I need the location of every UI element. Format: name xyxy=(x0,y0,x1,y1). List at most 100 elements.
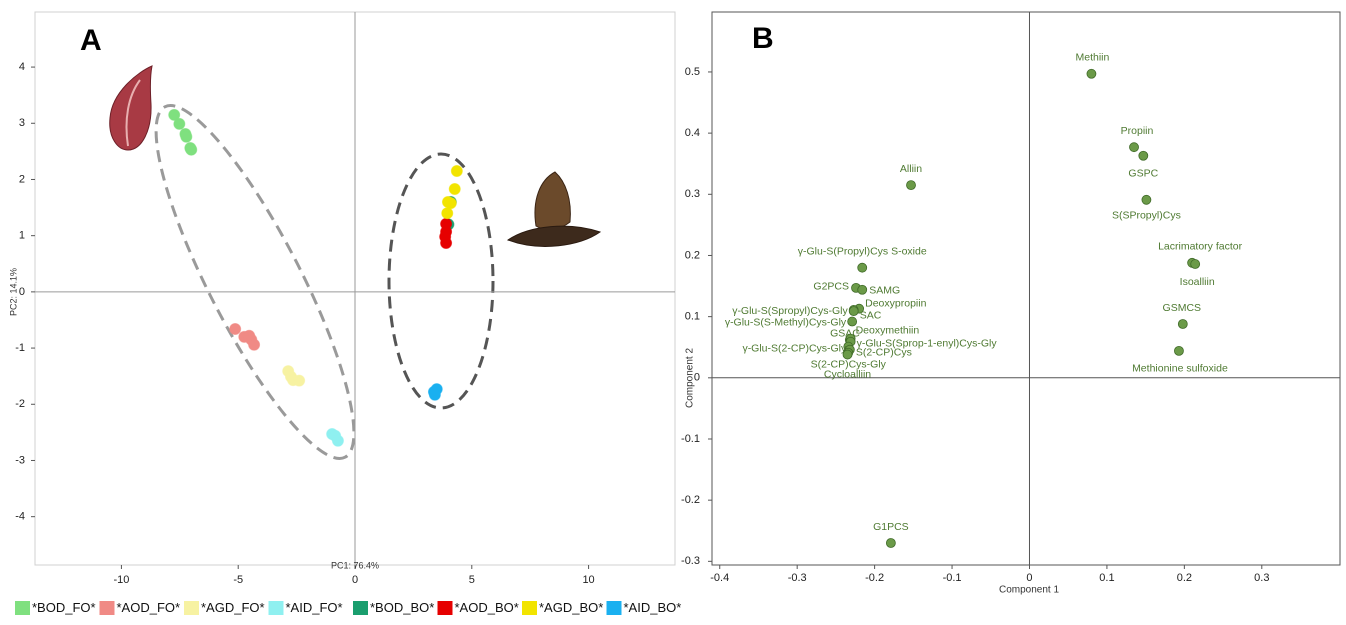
point xyxy=(1190,259,1201,269)
legend-swatch xyxy=(99,601,115,615)
y-tick-label: 0.5 xyxy=(685,66,700,78)
point xyxy=(450,165,463,178)
shallot-picture xyxy=(506,171,602,247)
y-tick-label: 4 xyxy=(19,61,25,73)
legend-swatch xyxy=(15,601,30,615)
x-tick-label: 10 xyxy=(582,574,594,586)
y-tick-label: -3 xyxy=(15,454,25,466)
x-axis-label: Component 1 xyxy=(999,585,1059,596)
point-label: γ-Glu-S(Sprop-1-enyl)Cys-Gly xyxy=(857,338,998,350)
point-label: SAC xyxy=(860,310,882,322)
legend-label: *AID_FO* xyxy=(286,600,343,615)
bulb xyxy=(534,171,571,230)
point-label: γ-Glu-S(Spropyl)Cys-Gly xyxy=(732,305,848,317)
legend-label: *BOD_BO* xyxy=(370,600,434,615)
point-label: γ-Glu-S(Propyl)Cys S-oxide xyxy=(798,245,927,257)
legend-swatch xyxy=(353,601,368,615)
y-tick-label: 2 xyxy=(19,173,25,185)
legend-label: *AID_BO* xyxy=(624,600,682,615)
point-label: γ-Glu-S(S-Methyl)Cys-Gly xyxy=(725,316,847,328)
legend-swatch xyxy=(522,601,537,615)
point-label: Cycloalliin xyxy=(824,368,871,380)
bulb xyxy=(109,65,153,151)
point-label: Alliin xyxy=(900,163,922,175)
point xyxy=(428,388,441,401)
panel-label: B xyxy=(752,22,774,55)
point xyxy=(857,262,868,273)
x-axis-label: PC1: 76.4% xyxy=(331,560,379,570)
y-axis-label: PC2: 14.1% xyxy=(8,268,18,316)
point-label: S(SPropyl)Cys xyxy=(1112,210,1181,222)
legend-label: *AOD_FO* xyxy=(117,600,181,615)
point xyxy=(293,374,306,387)
point xyxy=(441,195,454,208)
point xyxy=(1138,150,1149,161)
point-label: Methionine sulfoxide xyxy=(1132,363,1228,375)
legend-label: *AGD_BO* xyxy=(539,600,603,615)
bulb-highlight xyxy=(125,79,141,147)
point xyxy=(1177,319,1188,329)
group-ellipse xyxy=(154,104,356,460)
peel xyxy=(506,225,602,247)
x-tick-label: 0 xyxy=(1026,572,1032,584)
onion-picture xyxy=(109,65,153,151)
point xyxy=(842,349,853,360)
point xyxy=(1141,194,1152,205)
legend-label: *BOD_FO* xyxy=(32,600,96,615)
y-tick-label: 0.1 xyxy=(685,311,700,323)
point-label: Deoxypropiin xyxy=(865,297,926,309)
x-tick-label: 5 xyxy=(469,574,475,586)
point xyxy=(331,434,344,447)
y-tick-label: 0.3 xyxy=(685,188,700,200)
x-tick-label: 0.2 xyxy=(1177,572,1192,584)
point-label: S(2-CP)Cys-Gly xyxy=(811,359,887,371)
y-tick-label: -1 xyxy=(15,342,25,354)
legend-swatch xyxy=(606,601,622,615)
point-label: γ-Glu-S(2-CP)Cys-Gly xyxy=(742,342,847,354)
point xyxy=(440,236,453,249)
legend-swatch xyxy=(437,601,453,615)
point xyxy=(885,538,896,548)
x-tick-label: -0.1 xyxy=(943,572,962,584)
point xyxy=(1086,68,1097,79)
x-tick-label: 0.1 xyxy=(1099,572,1114,584)
x-tick-label: -0.2 xyxy=(865,572,884,584)
point xyxy=(1174,345,1184,356)
point xyxy=(185,143,198,156)
panel-label: A xyxy=(80,24,102,57)
y-tick-label: 0 xyxy=(694,372,700,384)
x-tick-label: -0.4 xyxy=(710,572,729,584)
point-label: SAMG xyxy=(869,285,900,297)
point-label: Deoxymethiin xyxy=(856,324,920,336)
x-tick-label: 0.3 xyxy=(1254,572,1269,584)
point xyxy=(168,108,181,121)
point-label: GSPC xyxy=(1128,168,1158,180)
point xyxy=(441,207,454,220)
x-tick-label: -10 xyxy=(113,574,129,586)
y-tick-label: 0.2 xyxy=(685,249,700,261)
legend-label: *AGD_FO* xyxy=(201,600,265,615)
point xyxy=(173,117,186,130)
y-axis-label: Component 2 xyxy=(685,348,696,408)
point-label: G1PCS xyxy=(873,521,909,533)
point-label: G2PCS xyxy=(813,281,849,293)
point-label: Methiin xyxy=(1076,52,1110,64)
point-label: GSMCS xyxy=(1163,302,1202,314)
point-label: Propiin xyxy=(1121,125,1154,137)
x-tick-label: -5 xyxy=(233,574,243,586)
x-tick-label: -0.3 xyxy=(788,572,807,584)
point xyxy=(847,316,858,327)
y-tick-label: -0.2 xyxy=(681,494,700,506)
group-ellipse xyxy=(387,152,495,410)
y-tick-label: -0.3 xyxy=(681,555,700,567)
y-tick-label: 0.4 xyxy=(685,127,700,139)
point xyxy=(906,180,916,191)
point xyxy=(248,338,261,351)
point-label: S(2-CP)Cys xyxy=(856,346,912,358)
y-tick-label: 3 xyxy=(19,117,25,129)
y-tick-label: -2 xyxy=(15,398,25,410)
legend-label: *AOD_BO* xyxy=(455,600,519,615)
legend-swatch xyxy=(184,601,199,615)
point xyxy=(229,322,242,335)
